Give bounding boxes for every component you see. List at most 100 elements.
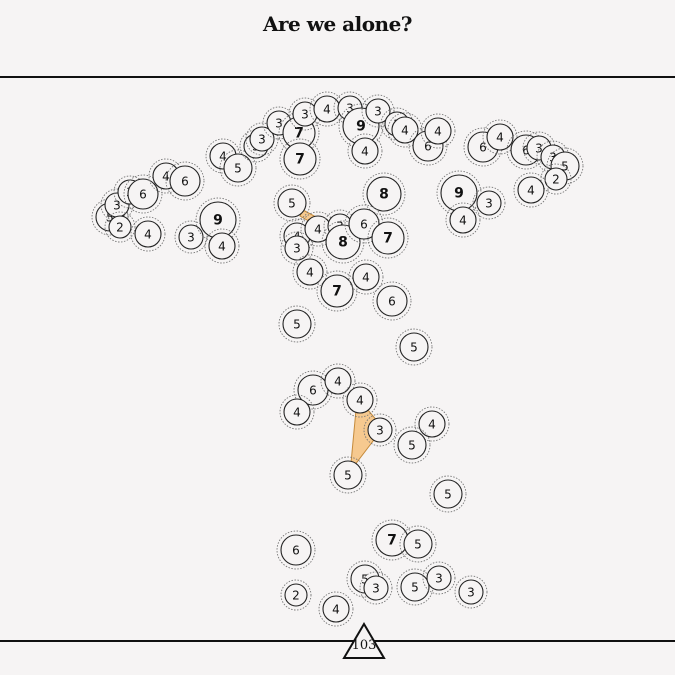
number-node[interactable]: 4 [348, 259, 384, 295]
number-node[interactable]: 4 [342, 382, 378, 418]
number-node[interactable]: 4 [445, 202, 481, 238]
node-value: 9 [454, 186, 464, 202]
number-node[interactable]: 4 [482, 119, 518, 155]
node-circle[interactable] [127, 178, 159, 210]
number-node[interactable]: 4 [513, 172, 549, 208]
node-circle[interactable] [376, 285, 408, 317]
number-node[interactable]: 3 [280, 231, 314, 265]
number-node[interactable]: 5 [273, 184, 311, 222]
node-circle[interactable] [371, 221, 405, 255]
node-circle[interactable] [346, 386, 374, 414]
number-node[interactable]: 3 [472, 186, 506, 220]
node-circle[interactable] [351, 137, 379, 165]
number-node[interactable]: 4 [279, 394, 315, 430]
node-circle[interactable] [517, 176, 545, 204]
number-node[interactable]: 5 [429, 475, 467, 513]
number-node[interactable]: 7 [279, 138, 321, 180]
number-node[interactable]: 3 [454, 575, 488, 609]
node-circle[interactable] [283, 398, 311, 426]
node-circle[interactable] [320, 274, 354, 308]
node-circle[interactable] [363, 575, 389, 601]
node-circle[interactable] [134, 220, 162, 248]
number-node[interactable]: 4 [320, 363, 356, 399]
number-node[interactable]: 4 [347, 133, 383, 169]
node-circle[interactable] [280, 534, 312, 566]
node-circle[interactable] [476, 190, 502, 216]
number-node[interactable]: 6 [123, 174, 163, 214]
number-node[interactable]: 2 [540, 163, 572, 195]
number-node[interactable]: 4 [204, 228, 240, 264]
node-circle[interactable] [284, 583, 308, 607]
number-node[interactable]: 5 [395, 328, 433, 366]
node-value: 4 [362, 271, 370, 285]
number-node[interactable]: 3 [363, 413, 397, 447]
number-node[interactable]: 4 [420, 113, 456, 149]
node-layer[interactable]: 5323644639445333773439433464646335249348… [91, 91, 584, 627]
node-circle[interactable] [403, 529, 433, 559]
number-node[interactable]: 5 [278, 305, 316, 343]
node-value: 3 [535, 142, 543, 156]
node-range-ring [399, 525, 437, 563]
node-value: 4 [401, 124, 409, 138]
number-node[interactable]: 3 [359, 571, 393, 605]
number-node[interactable]: 6 [276, 530, 316, 570]
node-circle[interactable] [365, 98, 391, 124]
number-node[interactable]: 8 [362, 172, 406, 216]
number-node[interactable]: 3 [361, 94, 395, 128]
number-node[interactable]: 4 [414, 406, 450, 442]
node-circle[interactable] [324, 367, 352, 395]
node-circle[interactable] [296, 258, 324, 286]
number-node[interactable]: 4 [318, 591, 354, 627]
node-circle[interactable] [223, 153, 253, 183]
node-circle[interactable] [348, 208, 380, 240]
number-node[interactable]: 5 [396, 568, 434, 606]
node-circle[interactable] [544, 167, 568, 191]
number-node[interactable]: 2 [104, 211, 136, 243]
number-node[interactable]: 5 [219, 149, 257, 187]
node-range-ring [395, 328, 433, 366]
node-circle[interactable] [352, 263, 380, 291]
node-circle[interactable] [366, 176, 402, 212]
number-node[interactable]: 2 [280, 579, 312, 611]
node-circle[interactable] [284, 235, 310, 261]
number-node[interactable]: 5 [329, 456, 367, 494]
node-circle[interactable] [283, 142, 317, 176]
number-node[interactable]: 4 [292, 254, 328, 290]
number-node[interactable]: 6 [165, 161, 205, 201]
number-node[interactable]: 7 [316, 270, 358, 312]
number-node[interactable]: 6 [372, 281, 412, 321]
node-circle[interactable] [424, 117, 452, 145]
node-circle[interactable] [249, 126, 275, 152]
number-node[interactable]: 8 [321, 220, 365, 264]
node-circle[interactable] [399, 332, 429, 362]
number-node[interactable]: 3 [422, 561, 456, 595]
node-circle[interactable] [322, 595, 350, 623]
node-value: 5 [414, 538, 422, 552]
node-circle[interactable] [333, 460, 363, 490]
node-circle[interactable] [108, 215, 132, 239]
node-circle[interactable] [418, 410, 446, 438]
node-circle[interactable] [458, 579, 484, 605]
node-circle[interactable] [277, 188, 307, 218]
node-circle[interactable] [400, 572, 430, 602]
number-node[interactable]: 3 [174, 220, 208, 254]
node-circle[interactable] [282, 309, 312, 339]
number-node[interactable]: 5 [399, 525, 437, 563]
node-circle[interactable] [325, 224, 361, 260]
node-circle[interactable] [426, 565, 452, 591]
node-circle[interactable] [367, 417, 393, 443]
node-circle[interactable] [449, 206, 477, 234]
node-circle[interactable] [397, 430, 427, 460]
node-circle[interactable] [178, 224, 204, 250]
node-circle[interactable] [486, 123, 514, 151]
number-node[interactable]: 7 [367, 217, 409, 259]
number-node[interactable]: 4 [130, 216, 166, 252]
number-node[interactable]: 3 [288, 97, 322, 131]
number-node[interactable]: 3 [245, 122, 279, 156]
node-circle[interactable] [169, 165, 201, 197]
node-circle[interactable] [208, 232, 236, 260]
number-node[interactable]: 5 [393, 426, 431, 464]
node-range-ring [362, 172, 406, 216]
node-circle[interactable] [433, 479, 463, 509]
